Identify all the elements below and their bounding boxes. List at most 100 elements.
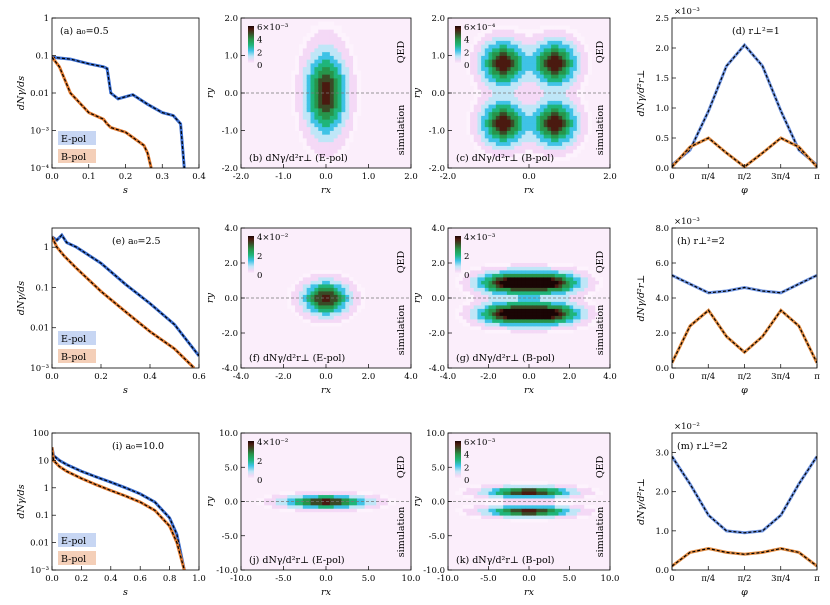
x-axis-label: rx <box>321 185 332 196</box>
heatmap-cell <box>310 156 315 161</box>
heatmap-cell <box>298 63 304 68</box>
heatmap-cell <box>356 100 362 105</box>
heatmap-cell <box>477 59 482 64</box>
heatmap-cell <box>503 498 508 502</box>
heatmap-cell <box>322 44 327 49</box>
heatmap-cell <box>488 312 493 316</box>
heatmap-cell <box>326 312 331 316</box>
heatmap-cell <box>477 319 482 323</box>
heatmap-cell <box>580 312 585 316</box>
heatmap-cell <box>506 515 511 520</box>
heatmap-cell <box>543 319 548 323</box>
heatmap-cell <box>466 294 471 299</box>
heatmap-cell <box>543 270 548 274</box>
heatmap-cell <box>329 149 335 154</box>
heatmap-cell <box>547 153 552 158</box>
x-tick-label: 1.0 <box>362 172 376 182</box>
heatmap-cell <box>554 329 559 334</box>
heatmap-cell <box>573 126 578 131</box>
heatmap-cell <box>481 138 486 143</box>
y-axis-label: ry <box>412 496 423 507</box>
heatmap-cell <box>573 515 578 520</box>
heatmap-cell <box>484 44 489 49</box>
heatmap-cell <box>525 266 530 271</box>
heatmap-cell <box>495 149 500 154</box>
heatmap-cell <box>291 104 296 109</box>
heatmap-cell <box>562 498 567 502</box>
heatmap-cell <box>562 319 567 323</box>
heatmap-cell <box>510 284 515 288</box>
heatmap-cell <box>554 119 559 124</box>
heatmap-cell <box>529 40 534 45</box>
heatmap-cell <box>580 48 585 53</box>
heatmap-cell <box>584 273 589 278</box>
heatmap-cell <box>345 294 350 299</box>
heatmap-cell <box>565 484 570 489</box>
heatmap-cell <box>499 298 504 302</box>
heatmap-cell <box>514 315 519 320</box>
heatmap-cell <box>349 291 354 295</box>
heatmap-cell <box>326 59 331 64</box>
heatmap-cell <box>484 498 489 502</box>
heatmap-cell <box>558 96 563 101</box>
heatmap-cell <box>372 494 377 499</box>
heatmap-cell <box>477 301 482 306</box>
heatmap-cell <box>580 134 585 139</box>
heatmap-cell <box>368 508 373 513</box>
heatmap-cell <box>488 145 493 150</box>
heatmap-cell <box>573 511 578 516</box>
heatmap-cell <box>333 74 338 79</box>
heatmap-cell <box>492 130 497 135</box>
heatmap-cell <box>562 51 567 56</box>
heatmap-cell <box>584 266 589 271</box>
heatmap-cell <box>341 301 346 306</box>
heatmap-cell <box>503 119 508 124</box>
heatmap-cell <box>314 291 319 295</box>
heatmap-cell <box>477 298 482 302</box>
heatmap-cell <box>565 111 570 116</box>
heatmap-cell <box>329 291 335 295</box>
heatmap-cell <box>481 104 486 109</box>
heatmap-cell <box>543 273 548 278</box>
colorbar-tick-label: 4×10⁻² <box>257 233 288 243</box>
y-tick-label: 2.0 <box>431 14 445 24</box>
heatmap-cell <box>310 44 315 49</box>
heatmap-cell <box>314 319 319 323</box>
heatmap-cell <box>318 108 323 113</box>
heatmap-cell <box>547 40 552 45</box>
heatmap-cell <box>510 287 515 292</box>
heatmap-cell <box>488 108 493 113</box>
heatmap-cell <box>562 29 567 34</box>
heatmap-cell <box>529 315 534 320</box>
y-tick-label: -5.0 <box>429 532 445 542</box>
heatmap-cell <box>569 511 574 516</box>
heatmap-cell <box>314 96 319 101</box>
heatmap-cell <box>514 44 519 49</box>
heatmap-cell <box>495 305 500 309</box>
heatmap-cell <box>584 115 589 120</box>
heatmap-cell <box>345 123 350 128</box>
heatmap-cell <box>337 305 342 309</box>
heatmap-cell <box>306 501 311 506</box>
heatmap-cell <box>554 301 559 306</box>
heatmap-cell <box>337 508 342 513</box>
heatmap-cell <box>499 294 504 299</box>
heatmap-cell <box>503 273 508 278</box>
heatmap-cell <box>521 119 526 124</box>
heatmap-cell <box>495 494 500 499</box>
heatmap-cell <box>345 89 350 94</box>
heatmap-cell <box>495 66 500 71</box>
y-tick-label: 10⁻³ <box>30 566 49 576</box>
heatmap-cell <box>543 111 548 116</box>
heatmap-cell <box>558 263 563 267</box>
heatmap-cell <box>337 63 342 68</box>
heatmap-c <box>448 18 610 168</box>
heatmap-cell <box>492 66 497 71</box>
heatmap-cell <box>477 291 482 295</box>
heatmap-cell <box>295 308 300 313</box>
heatmap-cell <box>326 55 331 60</box>
heatmap-cell <box>514 134 519 139</box>
heatmap-cell <box>562 130 567 135</box>
heatmap-cell <box>565 66 570 71</box>
